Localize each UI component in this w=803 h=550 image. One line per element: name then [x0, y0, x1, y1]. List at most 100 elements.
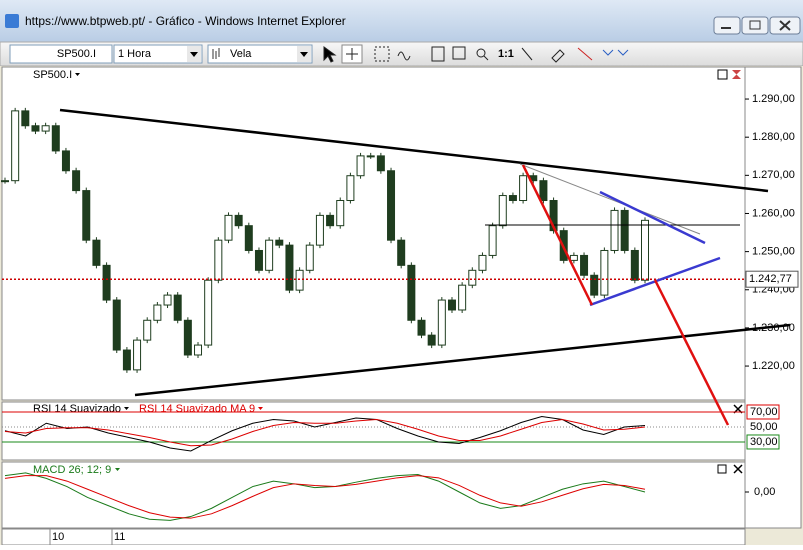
- candle: [265, 239, 274, 271]
- panel-close[interactable]: [733, 404, 743, 474]
- arrows-tool[interactable]: [602, 49, 629, 56]
- candle: [590, 274, 599, 296]
- app-icon: [5, 14, 19, 28]
- table-tool[interactable]: [452, 46, 466, 60]
- red-projection: [653, 279, 730, 426]
- main-label[interactable]: SP500.I: [33, 69, 72, 81]
- panel-hourglass[interactable]: [732, 70, 741, 79]
- current-price-label: 1.242,77: [749, 273, 792, 285]
- candle: [92, 239, 101, 266]
- symbol-input[interactable]: [9, 44, 113, 64]
- rsi-label-arrow: [124, 407, 129, 410]
- candle: [539, 180, 548, 202]
- zoom-tool[interactable]: [476, 48, 486, 58]
- candle: [234, 214, 243, 227]
- interval-select[interactable]: [113, 44, 203, 64]
- candle: [508, 195, 517, 202]
- candle: [143, 319, 152, 341]
- candle: [11, 110, 20, 182]
- style-text: Vela: [230, 48, 252, 60]
- symbol-text: SP500.I: [57, 48, 96, 60]
- eraser-tool[interactable]: [551, 49, 565, 63]
- zoom-label[interactable]: 1:1: [498, 48, 514, 60]
- level-box: [746, 434, 780, 450]
- candle: [610, 209, 619, 251]
- minimize-button[interactable]: [713, 16, 741, 35]
- grid-tool[interactable]: [374, 46, 390, 62]
- candle: [346, 175, 355, 202]
- date-separators: [49, 529, 113, 545]
- rsi-label[interactable]: RSI 14 Suavizado: [33, 403, 121, 415]
- crosshair-icon: [346, 48, 358, 60]
- candle: [315, 214, 324, 246]
- minimize-icon: [721, 27, 731, 29]
- candle: [397, 239, 406, 266]
- candle: [356, 155, 365, 177]
- page-tool[interactable]: [431, 46, 445, 62]
- candle: [387, 170, 396, 241]
- style-arrow: [300, 52, 308, 57]
- candle: [41, 125, 50, 132]
- candle: [31, 125, 40, 132]
- candle: [600, 249, 609, 296]
- pointer-tool[interactable]: [323, 46, 337, 63]
- candle: [133, 339, 142, 371]
- window-buttons: [713, 16, 801, 35]
- maximize-button[interactable]: [741, 16, 769, 35]
- candle: [427, 334, 436, 346]
- macd-label[interactable]: MACD 26; 12; 9: [33, 464, 111, 476]
- candle: [1, 180, 9, 183]
- maximize-icon: [749, 20, 761, 30]
- style-icon: [212, 48, 220, 59]
- close-icon: [779, 20, 791, 31]
- interval-text: 1 Hora: [118, 48, 152, 60]
- signal-line: [4, 475, 646, 519]
- y-tick-label: 1.250,00: [752, 246, 795, 258]
- y-tick-label: 1.280,00: [752, 131, 795, 143]
- tool-icons: [323, 44, 629, 64]
- price-axis: [744, 66, 802, 529]
- candle: [254, 249, 263, 271]
- candle: [285, 244, 294, 291]
- interval-arrow: [190, 52, 198, 57]
- main-label-arrow: [75, 73, 80, 76]
- wave-tool[interactable]: [397, 51, 411, 61]
- candle: [214, 239, 223, 281]
- y-tick-label: 1.260,00: [752, 207, 795, 219]
- candle: [458, 284, 467, 311]
- candle: [437, 299, 446, 346]
- candle: [498, 195, 507, 227]
- line-tool[interactable]: [521, 47, 533, 61]
- style-select[interactable]: [207, 44, 313, 64]
- rsi-ma-label-arrow: [258, 407, 263, 410]
- candle: [468, 269, 477, 286]
- red-line: [521, 164, 594, 306]
- candle: [295, 269, 304, 291]
- y-tick-label: 30,00: [750, 436, 778, 448]
- y-tick-label: 1.290,00: [752, 93, 795, 105]
- rsi-ma-label[interactable]: RSI 14 Suavizado MA 9: [139, 403, 255, 415]
- candle: [417, 319, 426, 336]
- macd-line: [4, 472, 646, 521]
- candle: [407, 264, 416, 321]
- candle: [641, 219, 649, 281]
- y-tick-label: 70,00: [750, 406, 778, 418]
- trend-tool[interactable]: [577, 47, 593, 61]
- macd-maximize[interactable]: [717, 464, 727, 474]
- thin-line: [519, 163, 701, 235]
- candle: [478, 254, 487, 271]
- wedge-top: [599, 190, 706, 245]
- date-label: 11: [114, 531, 125, 543]
- panel-maximize[interactable]: [717, 69, 728, 80]
- macd-label-arrow: [115, 468, 120, 471]
- candle: [580, 254, 589, 276]
- candle: [112, 299, 121, 351]
- candle: [224, 214, 233, 241]
- candle: [163, 294, 172, 306]
- macd-panel: [1, 461, 746, 529]
- candle: [173, 294, 182, 321]
- support-line: [134, 323, 791, 397]
- y-tick-label: 50,00: [750, 421, 778, 433]
- y-tick-label: 0,00: [754, 486, 775, 498]
